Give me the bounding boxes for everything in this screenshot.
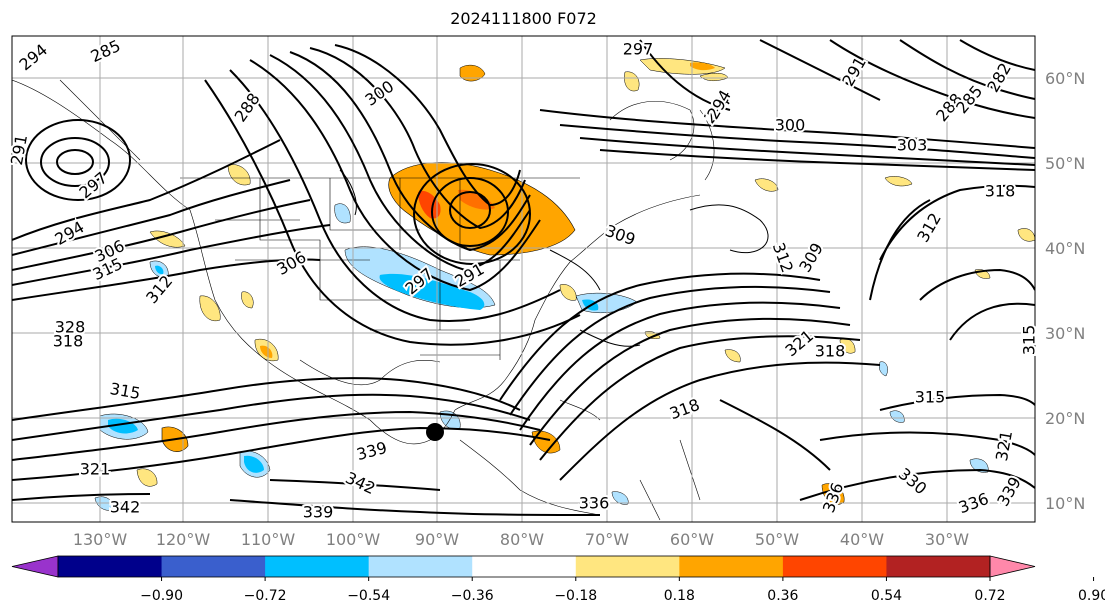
longitude-label: 120°W bbox=[156, 530, 211, 549]
contour-label: 339 bbox=[303, 503, 334, 522]
colorbar-tick-label: −0.54 bbox=[347, 588, 390, 604]
colorbar-tick-label: 0.90 bbox=[1078, 588, 1105, 604]
contour-label: 297 bbox=[623, 40, 654, 59]
colorbar-segment bbox=[886, 556, 991, 577]
latitude-label: 30°N bbox=[1045, 324, 1085, 343]
longitude-labels: 130°W 120°W 110°W 100°W 90°W 80°W 70°W 60°W 50°W… bbox=[73, 530, 969, 549]
longitude-label: 110°W bbox=[241, 530, 296, 549]
contour-label: 315 bbox=[1020, 325, 1039, 356]
contour-label: 318 bbox=[53, 332, 84, 351]
contour-label: 328 bbox=[55, 318, 86, 337]
contour-label: 318 bbox=[815, 342, 846, 361]
colorbar-tick-label: −0.18 bbox=[554, 588, 597, 604]
colorbar-tick-label: −0.36 bbox=[451, 588, 494, 604]
colorbar-tick-label: 0.36 bbox=[767, 588, 798, 604]
negative-anomaly-fills bbox=[94, 203, 989, 511]
colorbar-segment bbox=[679, 556, 784, 577]
coastlines-borders bbox=[12, 79, 715, 521]
longitude-label: 130°W bbox=[73, 530, 128, 549]
longitude-label: 60°W bbox=[670, 530, 714, 549]
colorbar-segment bbox=[782, 556, 887, 577]
contour-label: 300 bbox=[775, 116, 806, 135]
latitude-label: 10°N bbox=[1045, 494, 1085, 513]
contour-label: 321 bbox=[80, 460, 111, 479]
longitude-label: 90°W bbox=[415, 530, 459, 549]
map-title: 2024111800 F072 bbox=[450, 9, 597, 28]
latitude-label: 60°N bbox=[1045, 69, 1085, 88]
colorbar-segment bbox=[575, 556, 680, 577]
colorbar-segment bbox=[161, 556, 266, 577]
colorbar-tick-label: 0.18 bbox=[664, 588, 695, 604]
longitude-label: 50°W bbox=[755, 530, 799, 549]
colorbar-extend-high bbox=[989, 555, 1036, 578]
contour-label: 315 bbox=[915, 388, 946, 407]
colorbar-extend-low bbox=[11, 555, 59, 578]
latitude-label: 50°N bbox=[1045, 154, 1085, 173]
contour-label: 342 bbox=[110, 498, 141, 517]
colorbar-tick-label: 0.72 bbox=[974, 588, 1005, 604]
colorbar bbox=[11, 555, 1095, 581]
colorbar-frame bbox=[57, 555, 991, 578]
colorbar-tick-label: 0.54 bbox=[871, 588, 902, 604]
longitude-label: 30°W bbox=[925, 530, 969, 549]
colorbar-segment bbox=[368, 556, 473, 577]
contour-label: 318 bbox=[985, 182, 1016, 201]
colorbar-segment bbox=[58, 556, 163, 577]
longitude-label: 70°W bbox=[585, 530, 629, 549]
longitude-label: 80°W bbox=[500, 530, 544, 549]
cyclone-marker bbox=[426, 423, 444, 441]
colorbar-tick-label: −0.72 bbox=[244, 588, 287, 604]
latitude-labels: 60°N 50°N 40°N 30°N 20°N 10°N bbox=[1045, 69, 1085, 513]
longitude-label: 100°W bbox=[326, 530, 381, 549]
colorbar-segment bbox=[265, 556, 370, 577]
contour-label: 336 bbox=[579, 494, 610, 513]
colorbar-tick-label: −0.90 bbox=[140, 588, 183, 604]
latitude-label: 40°N bbox=[1045, 239, 1085, 258]
contour-lines bbox=[12, 39, 1035, 516]
colorbar-segment bbox=[472, 556, 577, 577]
latitude-label: 20°N bbox=[1045, 409, 1085, 428]
map-frame bbox=[11, 35, 1036, 523]
longitude-label: 40°W bbox=[840, 530, 884, 549]
colorbar-tick-labels: −0.90 −0.72 −0.54 −0.36 −0.18 0.18 0.36 0.54 0.7… bbox=[140, 588, 1105, 604]
contour-label: 303 bbox=[897, 136, 928, 155]
